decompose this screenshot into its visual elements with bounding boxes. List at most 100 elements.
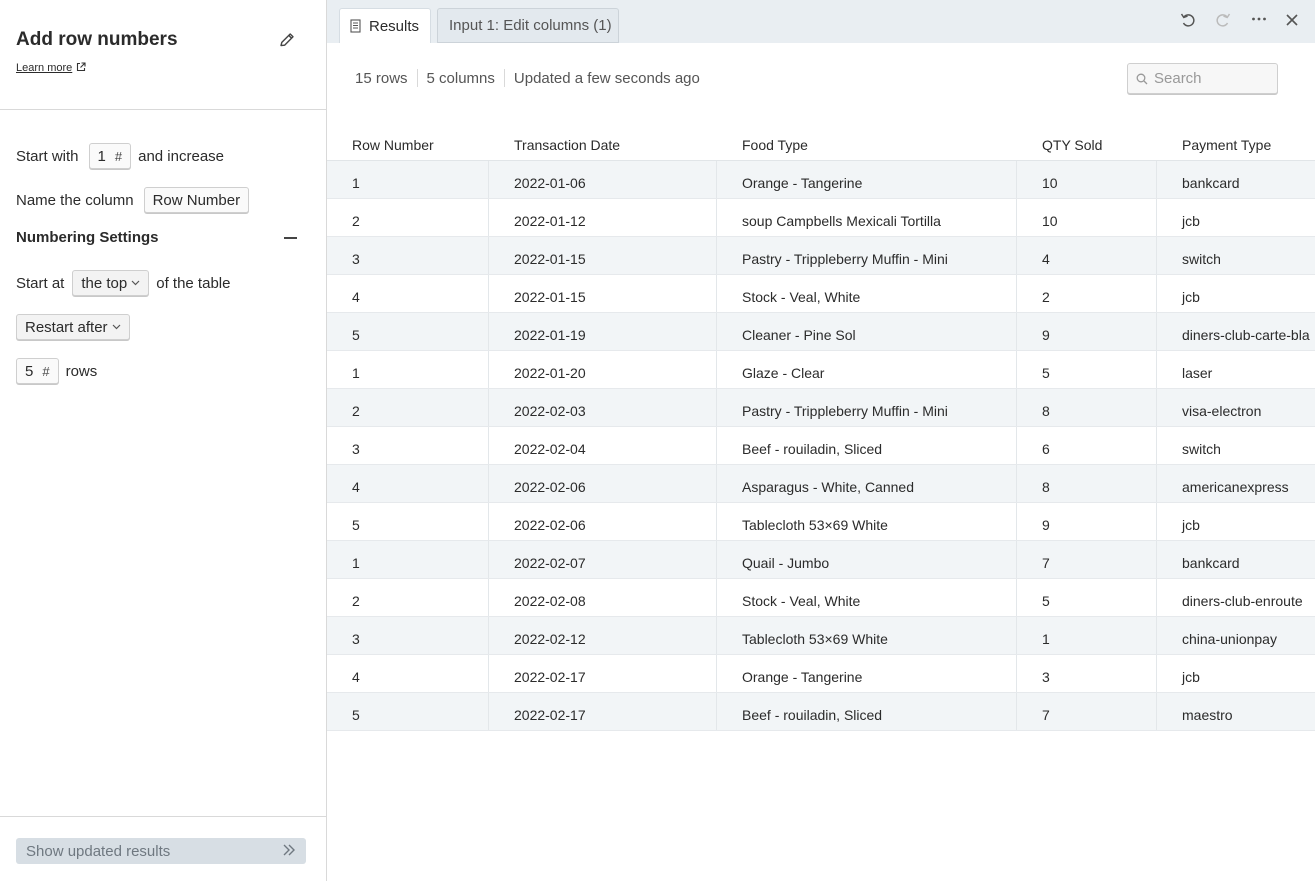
table-cell[interactable]: maestro <box>1182 707 1233 723</box>
table-cell[interactable]: 2022-01-15 <box>489 275 717 312</box>
table-cell[interactable]: jcb <box>1182 289 1200 305</box>
start-with-label: Start with <box>16 147 79 165</box>
table-cell[interactable]: 3 <box>1017 655 1157 692</box>
column-header[interactable]: Payment Type <box>1182 137 1272 153</box>
table-cell[interactable]: diners-club-carte-bla <box>1182 327 1310 343</box>
column-header[interactable]: Transaction Date <box>514 137 621 153</box>
table-cell[interactable]: Stock - Veal, White <box>717 275 1017 312</box>
table-cell[interactable]: 2022-02-07 <box>489 541 717 578</box>
table-cell[interactable]: 4 <box>327 275 489 312</box>
table-cell[interactable]: 2022-01-20 <box>489 351 717 388</box>
tab-input-1[interactable]: Input 1: Edit columns (1) <box>437 8 619 43</box>
table-cell[interactable]: switch <box>1182 441 1221 457</box>
table-cell[interactable]: 9 <box>1017 503 1157 540</box>
table-cell[interactable]: china-unionpay <box>1182 631 1277 647</box>
more-options-button[interactable] <box>1249 10 1269 30</box>
restart-rows-input[interactable]: 5 # <box>16 358 59 384</box>
table-cell[interactable]: 2022-01-19 <box>489 313 717 350</box>
table-cell[interactable]: 8 <box>1017 465 1157 502</box>
table-cell[interactable]: 4 <box>327 655 489 692</box>
table-cell[interactable]: jcb <box>1182 517 1200 533</box>
table-cell[interactable]: 2022-02-04 <box>489 427 717 464</box>
search-input[interactable] <box>1154 70 1272 87</box>
table-cell[interactable]: switch <box>1182 251 1221 267</box>
learn-more-link[interactable]: Learn more <box>16 62 86 74</box>
table-body: 1 2022-01-06 Orange - Tangerine 10 bankcard 2… <box>327 161 1315 731</box>
close-button[interactable] <box>1282 10 1302 30</box>
show-updated-results-button[interactable]: Show updated results <box>16 838 306 864</box>
column-header[interactable]: Food Type <box>742 137 808 153</box>
table-cell[interactable]: Tablecloth 53×69 White <box>717 617 1017 654</box>
table-cell[interactable]: 7 <box>1017 693 1157 730</box>
table-cell[interactable]: Quail - Jumbo <box>717 541 1017 578</box>
table-cell[interactable]: Beef - rouiladin, Sliced <box>717 693 1017 730</box>
table-cell[interactable]: visa-electron <box>1182 403 1262 419</box>
table-cell[interactable]: Asparagus - White, Canned <box>717 465 1017 502</box>
table-cell[interactable]: 2 <box>1017 275 1157 312</box>
table-cell[interactable]: 2022-01-12 <box>489 199 717 236</box>
table-cell[interactable]: bankcard <box>1182 555 1240 571</box>
table-cell[interactable]: 3 <box>327 237 489 274</box>
table-cell[interactable]: 5 <box>327 313 489 350</box>
edit-title-button[interactable] <box>276 29 298 51</box>
tab-input-1-label: Input 1: Edit columns (1) <box>449 17 612 34</box>
table-cell[interactable]: 2022-01-06 <box>489 161 717 198</box>
restart-dropdown[interactable]: Restart after <box>16 314 130 340</box>
column-name-input[interactable]: Row Number <box>143 187 250 213</box>
table-cell[interactable]: 5 <box>1017 351 1157 388</box>
table-cell[interactable]: 4 <box>1017 237 1157 274</box>
table-cell[interactable]: 2022-02-03 <box>489 389 717 426</box>
undo-button[interactable] <box>1178 10 1198 30</box>
table-cell[interactable]: 1 <box>1017 617 1157 654</box>
table-cell[interactable]: Glaze - Clear <box>717 351 1017 388</box>
start-at-dropdown[interactable]: the top <box>72 270 150 296</box>
table-cell[interactable]: Orange - Tangerine <box>717 655 1017 692</box>
table-cell[interactable]: 7 <box>1017 541 1157 578</box>
column-header[interactable]: Row Number <box>352 137 434 153</box>
table-cell[interactable]: americanexpress <box>1182 479 1289 495</box>
table-cell[interactable]: 2022-02-17 <box>489 655 717 692</box>
table-cell[interactable]: Orange - Tangerine <box>717 161 1017 198</box>
redo-button[interactable] <box>1213 10 1233 30</box>
table-cell[interactable]: Beef - rouiladin, Sliced <box>717 427 1017 464</box>
table-cell[interactable]: 2022-01-15 <box>489 237 717 274</box>
table-cell[interactable]: 1 <box>327 541 489 578</box>
table-cell[interactable]: jcb <box>1182 669 1200 685</box>
column-header[interactable]: QTY Sold <box>1042 137 1103 153</box>
table-cell[interactable]: 1 <box>327 351 489 388</box>
table-cell[interactable]: 2 <box>327 199 489 236</box>
table-cell[interactable]: Pastry - Trippleberry Muffin - Mini <box>717 237 1017 274</box>
table-cell[interactable]: 10 <box>1017 161 1157 198</box>
table-cell[interactable]: 2022-02-12 <box>489 617 717 654</box>
tab-results[interactable]: Results <box>339 8 431 43</box>
table-cell[interactable]: 10 <box>1017 199 1157 236</box>
table-cell[interactable]: bankcard <box>1182 175 1240 191</box>
table-cell[interactable]: 3 <box>327 427 489 464</box>
table-cell[interactable]: 6 <box>1017 427 1157 464</box>
table-cell[interactable]: 2022-02-17 <box>489 693 717 730</box>
table-cell[interactable]: Cleaner - Pine Sol <box>717 313 1017 350</box>
table-cell[interactable]: 5 <box>327 503 489 540</box>
table-cell[interactable]: 5 <box>327 693 489 730</box>
table-cell[interactable]: Stock - Veal, White <box>717 579 1017 616</box>
table-cell[interactable]: 2022-02-08 <box>489 579 717 616</box>
table-cell[interactable]: diners-club-enroute <box>1182 593 1303 609</box>
table-cell[interactable]: soup Campbells Mexicali Tortilla <box>717 199 1017 236</box>
table-cell[interactable]: 9 <box>1017 313 1157 350</box>
table-cell[interactable]: 2022-02-06 <box>489 465 717 502</box>
search-box[interactable] <box>1127 63 1278 94</box>
table-cell[interactable]: Tablecloth 53×69 White <box>717 503 1017 540</box>
table-cell[interactable]: 8 <box>1017 389 1157 426</box>
collapse-section-button[interactable] <box>284 229 298 247</box>
table-cell[interactable]: 2022-02-06 <box>489 503 717 540</box>
start-value-input[interactable]: 1 # <box>88 143 132 169</box>
table-cell[interactable]: jcb <box>1182 213 1200 229</box>
table-cell[interactable]: laser <box>1182 365 1213 381</box>
table-cell[interactable]: 2 <box>327 389 489 426</box>
table-cell[interactable]: 4 <box>327 465 489 502</box>
table-cell[interactable]: 3 <box>327 617 489 654</box>
table-cell[interactable]: 5 <box>1017 579 1157 616</box>
table-cell[interactable]: Pastry - Trippleberry Muffin - Mini <box>717 389 1017 426</box>
table-cell[interactable]: 1 <box>327 161 489 198</box>
table-cell[interactable]: 2 <box>327 579 489 616</box>
